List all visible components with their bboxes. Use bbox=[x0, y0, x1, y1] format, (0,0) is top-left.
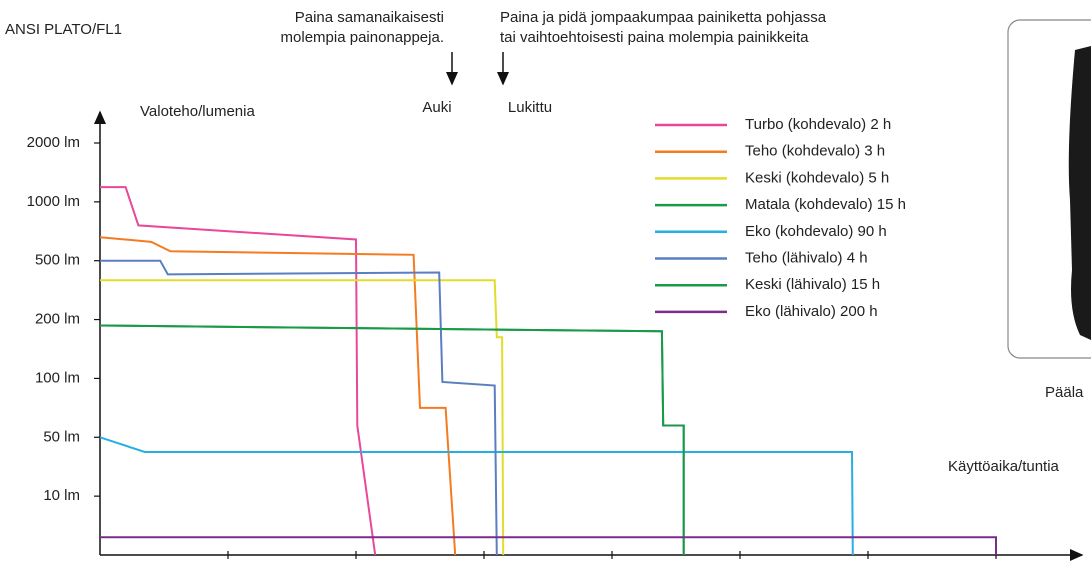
legend-label: Keski (kohdevalo) 5 h bbox=[745, 169, 889, 186]
series-line bbox=[100, 279, 505, 556]
x-tick-label: 200 h bbox=[977, 569, 1015, 570]
y-tick-label: 500 lm bbox=[35, 252, 80, 269]
series-line bbox=[100, 259, 498, 556]
y-tick-label: 200 lm bbox=[35, 311, 80, 328]
legend-label: Teho (kohdevalo) 3 h bbox=[745, 143, 885, 160]
chart-title: ANSI PLATO/FL1 bbox=[5, 21, 122, 38]
y-tick-label: 2000 lm bbox=[27, 134, 80, 151]
series-line bbox=[99, 436, 854, 556]
annotation-text: tai vaihtoehtoisesti paina molempia pain… bbox=[500, 29, 809, 46]
legend-label: Keski (lähivalo) 15 h bbox=[745, 276, 880, 293]
series-line bbox=[99, 324, 685, 555]
x-axis-label: Käyttöaika/tuntia bbox=[948, 458, 1060, 475]
product-image: Pääla bbox=[1007, 19, 1091, 401]
series-line bbox=[100, 536, 997, 555]
y-axis-label: Valoteho/lumenia bbox=[140, 103, 255, 120]
image-caption: Pääla bbox=[1045, 384, 1084, 401]
series-line bbox=[99, 236, 457, 556]
image-frame bbox=[1007, 19, 1091, 359]
legend-label: Matala (kohdevalo) 15 h bbox=[745, 196, 906, 213]
x-tick-label: 10 h bbox=[597, 569, 626, 570]
legend-label: Teho (lähivalo) 4 h bbox=[745, 249, 868, 266]
annotation-text: Paina samanaikaisesti bbox=[295, 9, 444, 26]
y-tick-label: 1000 lm bbox=[27, 193, 80, 210]
annotation-label: Auki bbox=[422, 99, 451, 116]
annotation-text: molempia painonappeja. bbox=[281, 29, 444, 46]
x-tick-label: 1 h bbox=[218, 569, 239, 570]
x-tick-label: 100 h bbox=[849, 569, 887, 570]
annotation-label: Lukittu bbox=[508, 99, 552, 116]
x-tick-label: 2 h bbox=[346, 569, 367, 570]
x-tick-label: 4 h bbox=[474, 569, 495, 570]
legend-label: Eko (kohdevalo) 90 h bbox=[745, 223, 887, 240]
y-tick-label: 10 lm bbox=[43, 487, 80, 504]
series-line bbox=[100, 186, 377, 556]
annotation: Paina samanaikaisesti molempia painonapp… bbox=[281, 9, 827, 116]
series-line bbox=[99, 324, 685, 555]
legend-label: Eko (lähivalo) 200 h bbox=[745, 303, 878, 320]
legend-label: Turbo (kohdevalo) 2 h bbox=[745, 116, 891, 133]
y-tick-label: 50 lm bbox=[43, 428, 80, 445]
x-tick-label: 20 h bbox=[725, 569, 754, 570]
annotation-text: Paina ja pidä jompaakumpaa painiketta po… bbox=[500, 9, 827, 26]
y-tick-label: 100 lm bbox=[35, 369, 80, 386]
device-silhouette bbox=[1068, 46, 1091, 340]
